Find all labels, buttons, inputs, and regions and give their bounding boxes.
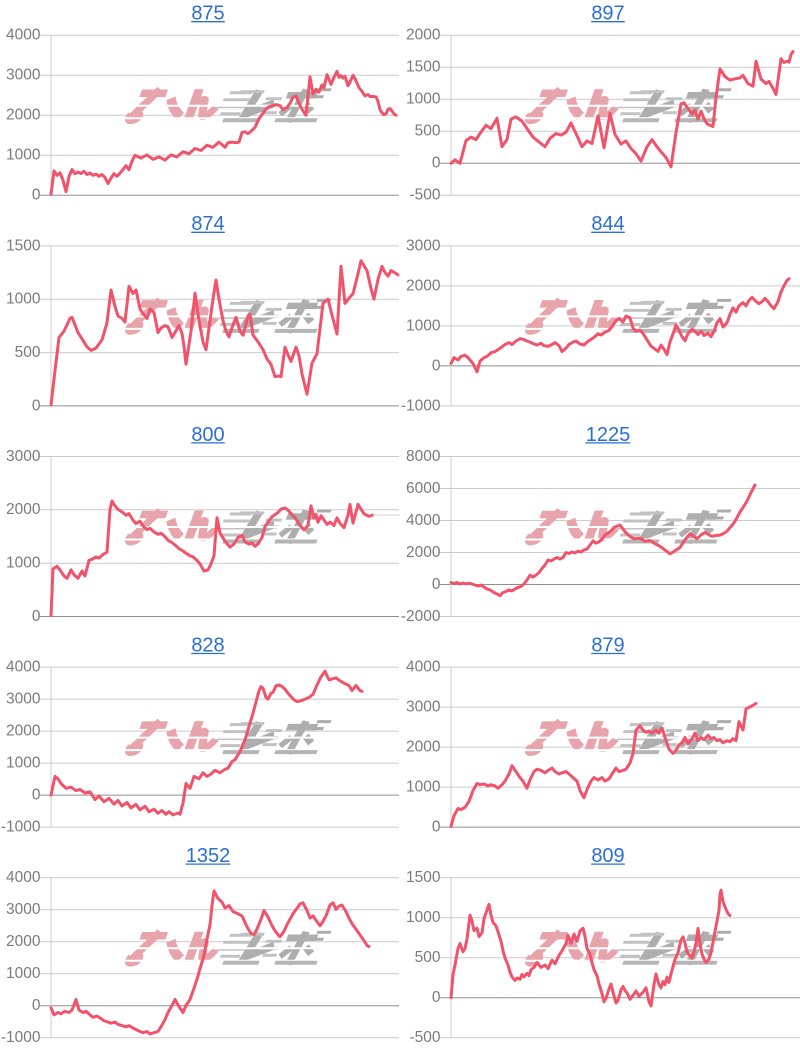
svg-text:0: 0 bbox=[32, 608, 41, 625]
svg-text:3000: 3000 bbox=[6, 901, 41, 918]
svg-text:1000: 1000 bbox=[406, 779, 441, 796]
svg-text:3000: 3000 bbox=[6, 67, 41, 84]
svg-text:1225: 1225 bbox=[586, 424, 631, 446]
svg-text:809: 809 bbox=[591, 845, 624, 867]
svg-text:0: 0 bbox=[432, 576, 441, 593]
svg-text:-1000: -1000 bbox=[1, 819, 41, 836]
svg-text:1000: 1000 bbox=[6, 965, 41, 982]
svg-text:6000: 6000 bbox=[406, 480, 441, 497]
svg-text:800: 800 bbox=[191, 424, 224, 446]
svg-text:2000: 2000 bbox=[406, 739, 441, 756]
svg-text:-500: -500 bbox=[409, 187, 440, 204]
svg-text:1500: 1500 bbox=[406, 869, 441, 886]
svg-text:2000: 2000 bbox=[6, 501, 41, 518]
svg-text:4000: 4000 bbox=[6, 27, 41, 44]
svg-text:500: 500 bbox=[415, 949, 441, 966]
svg-text:0: 0 bbox=[432, 155, 441, 172]
svg-text:1500: 1500 bbox=[406, 59, 441, 76]
svg-text:3000: 3000 bbox=[6, 448, 41, 465]
svg-text:-1000: -1000 bbox=[401, 397, 441, 414]
svg-text:897: 897 bbox=[591, 3, 624, 25]
svg-text:2000: 2000 bbox=[406, 27, 441, 44]
svg-text:1500: 1500 bbox=[6, 237, 41, 254]
svg-text:0: 0 bbox=[32, 187, 41, 204]
svg-text:4000: 4000 bbox=[406, 659, 441, 676]
svg-text:500: 500 bbox=[415, 123, 441, 140]
svg-text:4000: 4000 bbox=[406, 512, 441, 529]
svg-text:-2000: -2000 bbox=[401, 608, 441, 625]
svg-text:1000: 1000 bbox=[406, 91, 441, 108]
svg-text:3000: 3000 bbox=[406, 699, 441, 716]
svg-text:0: 0 bbox=[432, 989, 441, 1006]
svg-text:4000: 4000 bbox=[6, 659, 41, 676]
svg-text:-500: -500 bbox=[409, 1029, 440, 1046]
svg-text:2000: 2000 bbox=[406, 544, 441, 561]
svg-text:0: 0 bbox=[32, 787, 41, 804]
svg-text:1000: 1000 bbox=[406, 909, 441, 926]
svg-text:1352: 1352 bbox=[186, 845, 231, 867]
svg-text:0: 0 bbox=[32, 997, 41, 1014]
svg-text:2000: 2000 bbox=[6, 933, 41, 950]
svg-text:3000: 3000 bbox=[406, 237, 441, 254]
svg-text:1000: 1000 bbox=[406, 317, 441, 334]
svg-text:1000: 1000 bbox=[6, 291, 41, 308]
svg-text:2000: 2000 bbox=[6, 107, 41, 124]
svg-text:828: 828 bbox=[191, 634, 224, 656]
svg-text:4000: 4000 bbox=[6, 869, 41, 886]
svg-text:3000: 3000 bbox=[6, 691, 41, 708]
svg-text:1000: 1000 bbox=[6, 147, 41, 164]
svg-text:874: 874 bbox=[191, 213, 224, 235]
svg-text:0: 0 bbox=[32, 397, 41, 414]
svg-text:879: 879 bbox=[591, 634, 624, 656]
svg-text:1000: 1000 bbox=[6, 555, 41, 572]
svg-text:2000: 2000 bbox=[6, 723, 41, 740]
svg-text:0: 0 bbox=[432, 819, 441, 836]
svg-text:0: 0 bbox=[432, 357, 441, 374]
svg-text:2000: 2000 bbox=[406, 277, 441, 294]
svg-text:844: 844 bbox=[591, 213, 624, 235]
svg-text:8000: 8000 bbox=[406, 448, 441, 465]
svg-text:500: 500 bbox=[15, 344, 41, 361]
svg-text:1000: 1000 bbox=[6, 755, 41, 772]
svg-text:-1000: -1000 bbox=[1, 1029, 41, 1046]
svg-text:875: 875 bbox=[191, 3, 224, 25]
